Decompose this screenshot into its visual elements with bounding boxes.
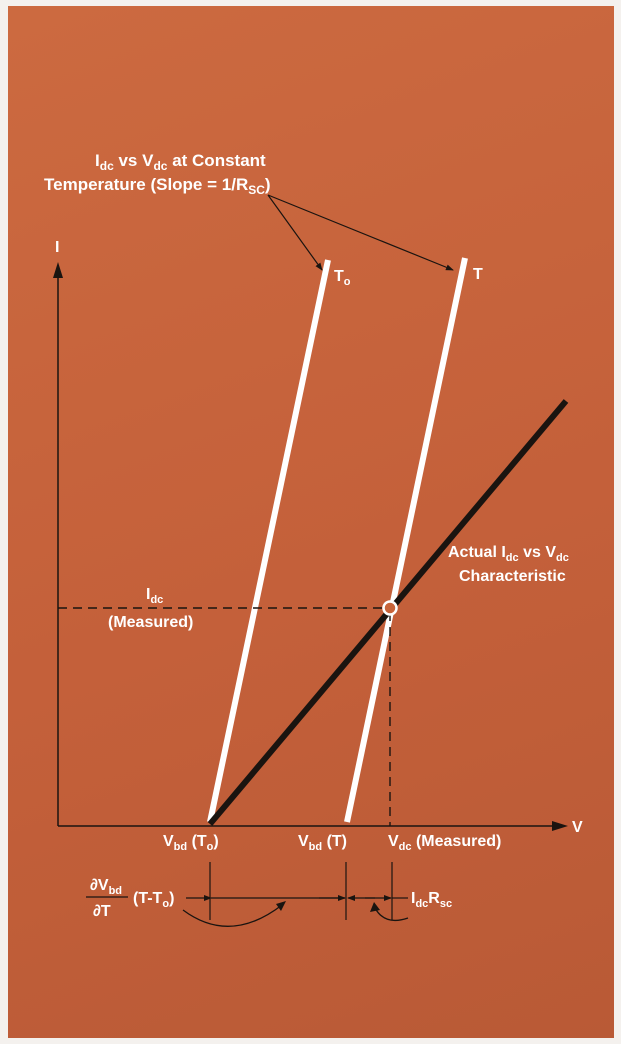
x-axis-arrow [552,821,568,831]
vbd-To-label: Vbd (To) [163,833,219,853]
vbd-T-label: Vbd (T) [298,833,347,853]
idc-label: Idc [146,586,163,606]
line-at-To [207,259,331,823]
dvbd-denominator: ∂T [93,903,111,920]
curve-label-T: T [473,266,483,283]
curved-arrow-right [374,907,409,922]
line-at-T [344,257,468,823]
dimension-lines [182,862,409,927]
actual-characteristic-label-line1: Actual Idc vs Vdc [448,544,569,564]
curved-arrow-left [182,904,283,927]
vdc-measured-label: Vdc (Measured) [388,833,501,853]
idc-rsc-label: IdcRsc [411,890,452,910]
callout-arrows [267,194,454,271]
dvbd-numerator: ∂Vbd [90,877,122,897]
slope-note-line2: Temperature (Slope = 1/RSC) [44,175,271,197]
axes: I V [53,239,583,836]
dvbd-factor: (T-To) [133,890,174,910]
diagram-background [8,6,614,1038]
y-axis-label: I [55,239,59,256]
x-axis-label: V [572,819,583,836]
slope-note-line1: Idc vs Vdc at Constant [95,151,266,173]
curve-label-To: To [334,268,351,288]
operating-point-marker [382,600,398,616]
y-axis-arrow [53,262,63,278]
idc-measured-label: (Measured) [108,614,193,631]
actual-characteristic-label-line2: Characteristic [459,568,566,585]
